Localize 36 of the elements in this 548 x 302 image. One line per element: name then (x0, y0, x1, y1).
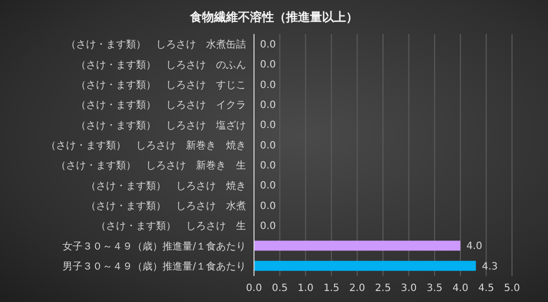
data-label: 0.0 (260, 120, 276, 132)
data-label: 0.0 (260, 100, 276, 111)
data-label: 0.0 (260, 200, 276, 212)
data-label: 0.0 (260, 180, 276, 192)
x-tick-label: 3.0 (400, 283, 417, 294)
y-tick-label: （さけ・ます類） しろさけ のふん (76, 58, 246, 71)
y-tick-label: （さけ・ます類） しろさけ 新巻き 生 (56, 160, 246, 172)
y-tick-label: 男子３０～４９（歳）推進量/１食あたり (62, 260, 246, 272)
y-tick-label: （さけ・ます類） しろさけ 水煮 (86, 200, 246, 212)
x-tick-label: 0.0 (246, 283, 262, 294)
data-label: 0.0 (260, 160, 276, 172)
x-tick-label: 4.5 (478, 283, 494, 294)
y-tick-label: （さけ・ます類） しろさけ 生 (96, 220, 246, 232)
data-label: 0.0 (260, 80, 276, 91)
data-label: 0.0 (260, 60, 276, 71)
y-tick-label: （さけ・ます類） しろさけ イクラ (76, 99, 246, 112)
x-tick-label: 3.5 (426, 283, 443, 294)
data-label: 0.0 (260, 40, 276, 50)
y-tick-label: （さけ・ます類） しろさけ 新巻き 焼き (46, 139, 246, 152)
data-label: 0.0 (260, 140, 276, 152)
y-tick-label: （さけ・ます類） しろさけ 水煮缶詰 (66, 38, 246, 51)
chart-title: 食物繊維不溶性（推進量以上） (189, 9, 359, 26)
x-tick-label: 4.0 (452, 283, 468, 294)
x-tick-label: 5.0 (504, 283, 520, 294)
data-label: 4.0 (466, 241, 482, 252)
y-tick-label: 女子３０～４９（歳）推進量/１食あたり (62, 240, 246, 252)
x-tick-label: 0.5 (272, 283, 288, 294)
y-tick-label: （さけ・ます類） しろさけ すじこ (76, 78, 246, 91)
data-label: 0.0 (260, 221, 276, 232)
data-label: 4.3 (482, 261, 498, 272)
x-tick-label: 2.0 (349, 283, 366, 294)
y-tick-label: （さけ・ます類） しろさけ 焼き (86, 180, 246, 192)
x-tick-label: 1.5 (323, 283, 340, 294)
x-tick-label: 1.0 (298, 283, 314, 294)
x-tick-label: 2.5 (375, 283, 391, 294)
y-tick-label: （さけ・ます類） しろさけ 塩ざけ (76, 119, 246, 132)
